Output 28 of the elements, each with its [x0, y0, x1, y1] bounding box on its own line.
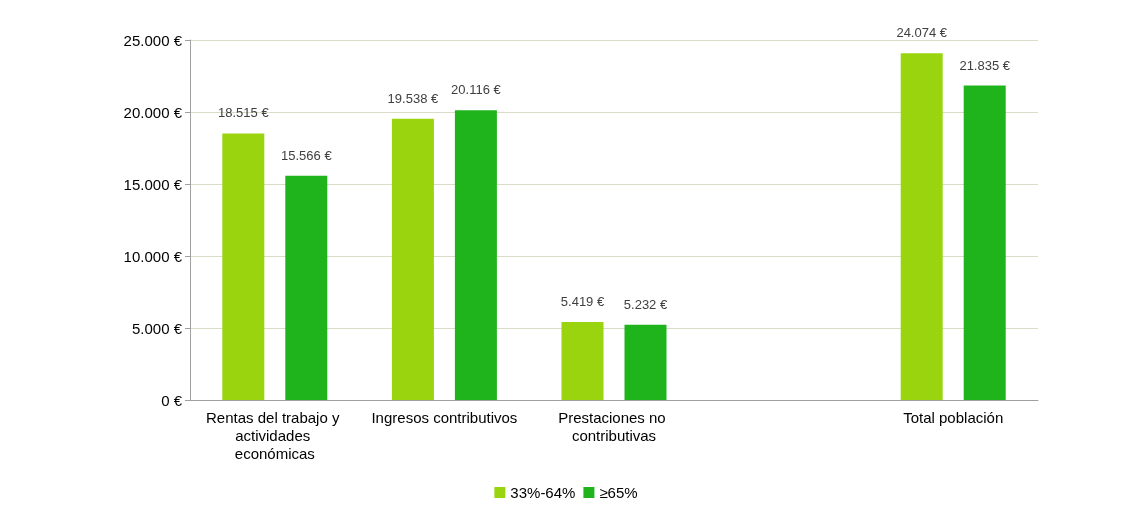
bar: [454, 110, 497, 400]
data-label: 15.566 €: [281, 147, 333, 163]
x-tick-label: Prestaciones no contributivas: [558, 408, 670, 444]
x-tick-label: Ingresos contributivos: [371, 408, 518, 426]
y-tick-label: 25.000 €: [123, 31, 183, 49]
data-label: 20.116 €: [451, 82, 502, 98]
y-tick-label: 15.000 €: [123, 175, 183, 193]
data-label: 5.419 €: [560, 293, 605, 309]
data-label: 24.074 €: [896, 25, 948, 41]
bar: [900, 53, 943, 400]
bar: [624, 324, 667, 400]
x-tick-label: Total población: [903, 408, 1004, 426]
y-tick-label: 20.000 €: [123, 103, 183, 121]
data-label: 21.835 €: [959, 57, 1011, 73]
data-label: 18.515 €: [218, 105, 270, 121]
legend-label: 33%-64%: [510, 484, 576, 501]
legend-label: ≥65%: [599, 484, 638, 501]
y-tick-label: 5.000 €: [131, 319, 183, 337]
bar: [222, 133, 265, 400]
data-label: 19.538 €: [387, 90, 439, 106]
y-tick-label: 10.000 €: [123, 247, 183, 265]
bar: [561, 321, 604, 400]
x-tick-label: Rentas del trabajo y actividades económicas: [206, 408, 344, 462]
bar: [963, 85, 1006, 400]
y-tick-label: 0 €: [161, 391, 183, 409]
bar: [285, 175, 328, 400]
data-label: 5.232 €: [623, 296, 668, 312]
bar: [391, 118, 434, 400]
